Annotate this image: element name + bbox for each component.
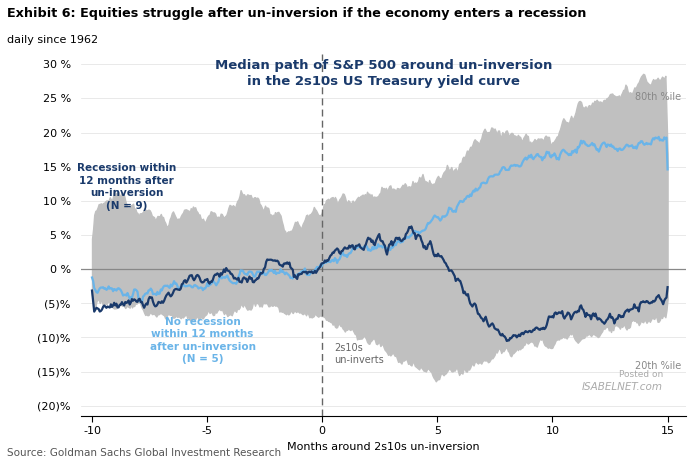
Text: 20th %ile: 20th %ile — [635, 361, 681, 371]
Text: Median path of S&P 500 around un-inversion
in the 2s10s US Treasury yield curve: Median path of S&P 500 around un-inversi… — [215, 60, 552, 88]
Text: Recession within
12 months after
un-inversion
(N = 9): Recession within 12 months after un-inve… — [77, 163, 176, 211]
Text: ISABELNET.com: ISABELNET.com — [582, 382, 663, 392]
Text: No recession
within 12 months
after un-inversion
(N = 5): No recession within 12 months after un-i… — [150, 317, 256, 364]
Text: Exhibit 6: Equities struggle after un-inversion if the economy enters a recessio: Exhibit 6: Equities struggle after un-in… — [7, 7, 587, 20]
Text: Source: Goldman Sachs Global Investment Research: Source: Goldman Sachs Global Investment … — [7, 448, 281, 458]
X-axis label: Months around 2s10s un-inversion: Months around 2s10s un-inversion — [287, 442, 480, 452]
Text: 80th %ile: 80th %ile — [636, 92, 681, 102]
Text: daily since 1962: daily since 1962 — [7, 35, 98, 45]
Text: Posted on: Posted on — [619, 370, 663, 379]
Text: 2s10s
un-inverts: 2s10s un-inverts — [334, 343, 384, 365]
